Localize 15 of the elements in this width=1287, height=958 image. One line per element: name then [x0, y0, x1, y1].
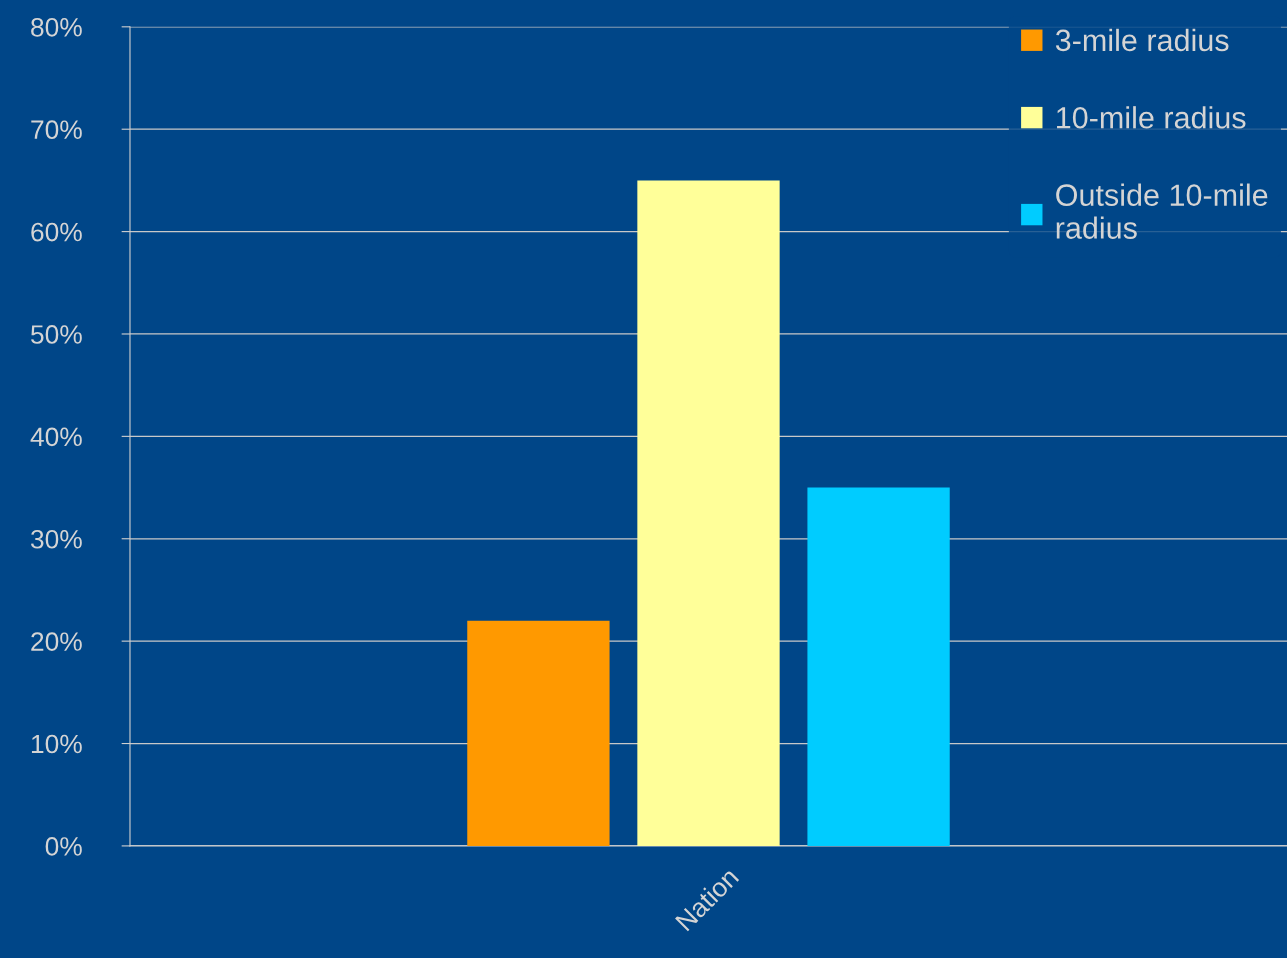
y-tick-label: 80% [31, 17, 82, 37]
legend-label: 10-mile radius [1057, 106, 1246, 129]
legend-label: 3-mile radius [1055, 28, 1229, 52]
y-tick-label: 60% [31, 222, 82, 242]
y-tick-label: 0% [45, 837, 82, 856]
bar [637, 180, 780, 846]
legend-label: Outside 10-mile radius [1056, 183, 1268, 239]
y-tick-label: 30% [30, 529, 82, 549]
bar [807, 487, 950, 846]
bar [467, 620, 610, 846]
y-tick-label: 50% [31, 325, 82, 344]
y-tick-label: 40% [30, 427, 82, 447]
y-tick-label: 70% [31, 120, 82, 140]
y-tick-label: 10% [31, 734, 82, 754]
y-tick-label: 20% [31, 632, 82, 651]
